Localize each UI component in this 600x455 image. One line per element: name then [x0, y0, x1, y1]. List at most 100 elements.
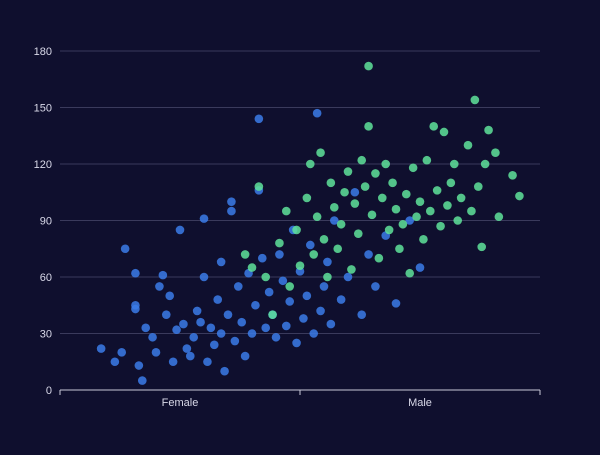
data-point — [134, 361, 144, 370]
data-point — [377, 193, 387, 203]
data-point — [425, 206, 435, 216]
data-point — [347, 265, 356, 274]
data-point — [323, 257, 332, 267]
y-tick-label: 180 — [34, 46, 52, 58]
data-point — [137, 376, 147, 385]
data-point — [196, 317, 205, 327]
data-point — [292, 338, 301, 348]
data-point — [391, 299, 401, 308]
data-point — [285, 282, 295, 291]
data-point — [281, 206, 291, 216]
data-point — [285, 297, 295, 306]
data-point — [278, 276, 288, 286]
data-point — [305, 240, 315, 250]
data-point — [467, 206, 476, 216]
data-point — [449, 159, 459, 169]
data-point — [422, 155, 432, 165]
data-point — [227, 206, 236, 216]
data-point — [213, 295, 223, 304]
data-point — [463, 140, 473, 150]
data-point — [117, 348, 127, 357]
data-point — [364, 122, 373, 131]
data-point — [199, 272, 209, 282]
data-point — [316, 148, 325, 157]
data-point — [275, 250, 284, 259]
data-point — [179, 319, 188, 329]
data-point — [405, 216, 415, 225]
data-point — [319, 282, 329, 291]
data-point — [371, 282, 380, 291]
data-point — [227, 197, 236, 206]
data-point — [155, 282, 164, 291]
data-point — [371, 169, 380, 178]
data-point — [216, 329, 226, 338]
x-tick-label: Female — [162, 397, 199, 409]
data-point — [302, 193, 312, 203]
data-point — [408, 163, 418, 173]
data-point — [175, 225, 185, 235]
data-point — [491, 148, 500, 157]
data-point — [110, 357, 120, 367]
data-point — [151, 348, 161, 357]
data-point — [391, 204, 401, 214]
data-point — [206, 323, 216, 333]
data-point — [336, 219, 346, 229]
data-point — [473, 182, 483, 191]
data-point — [302, 291, 312, 301]
data-point — [230, 336, 240, 346]
data-point — [357, 155, 367, 165]
data-point — [419, 235, 428, 244]
data-point — [343, 167, 353, 176]
data-point — [131, 268, 140, 278]
x-tick-label: Male — [408, 397, 432, 409]
data-point — [189, 332, 199, 342]
data-point — [292, 225, 301, 235]
data-point — [446, 178, 456, 188]
data-point — [254, 182, 264, 191]
data-point — [309, 250, 319, 259]
data-point — [323, 272, 332, 282]
data-point — [240, 351, 250, 361]
data-point — [312, 108, 322, 118]
data-point — [299, 314, 308, 323]
data-point — [326, 319, 336, 329]
data-point — [364, 250, 373, 259]
data-point — [360, 182, 370, 191]
y-tick-label: 90 — [40, 216, 52, 228]
axes: 0 30 60 90 120 150 180 Female Male — [34, 46, 541, 409]
data-point — [412, 212, 421, 222]
data-point — [398, 219, 408, 229]
data-point — [374, 253, 384, 263]
data-point — [336, 295, 346, 304]
data-point — [220, 366, 229, 376]
data-point — [96, 344, 106, 353]
data-point — [148, 332, 157, 342]
data-point — [192, 306, 202, 316]
data-point — [456, 193, 466, 203]
data-point — [312, 212, 322, 222]
data-point — [223, 310, 233, 319]
data-point — [264, 287, 274, 297]
data-point — [247, 263, 257, 272]
data-point — [120, 244, 130, 254]
data-point — [268, 310, 277, 319]
data-point — [216, 257, 226, 267]
data-point — [251, 300, 260, 310]
data-point — [305, 159, 315, 169]
data-point — [254, 114, 264, 124]
data-point — [165, 291, 175, 301]
data-point — [185, 351, 195, 361]
y-tick-label: 0 — [46, 385, 52, 397]
data-point — [275, 238, 284, 248]
data-point — [281, 321, 291, 331]
data-point — [508, 171, 517, 180]
data-point — [381, 159, 391, 169]
data-point — [168, 357, 178, 367]
data-point — [515, 191, 524, 201]
data-point — [182, 344, 192, 353]
data-point — [199, 214, 209, 223]
data-point — [401, 189, 411, 199]
data-point — [261, 272, 271, 282]
data-point — [388, 178, 397, 188]
